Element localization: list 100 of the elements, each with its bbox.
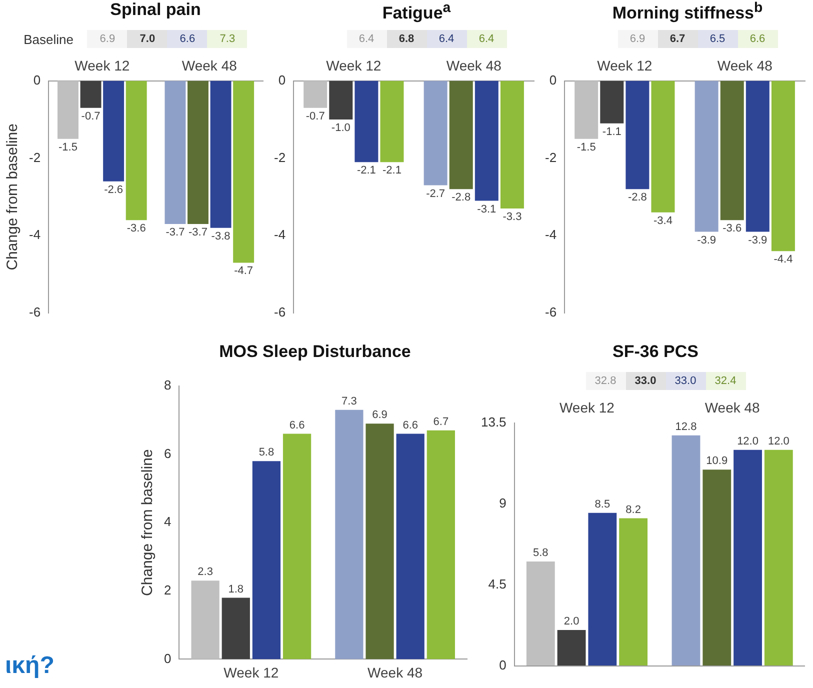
y-tick-label: -2 [274, 150, 286, 165]
bar [672, 435, 700, 666]
data-label: 12.0 [768, 435, 790, 448]
bar [734, 450, 762, 666]
bar [526, 562, 555, 666]
text: Baseline [24, 32, 74, 46]
data-label: 8.2 [626, 504, 641, 516]
bar [588, 512, 617, 666]
data-label: -3.6 [126, 222, 146, 235]
bar [702, 470, 732, 666]
text: 33.0 [666, 372, 706, 390]
data-label: 5.8 [533, 547, 548, 560]
y-tick-label: -2 [28, 150, 41, 165]
x-tick-label: Week 12 [74, 57, 130, 74]
text: 6.9 [87, 30, 128, 48]
x-tick-label: Week 12 [224, 664, 279, 680]
data-label: -4.7 [234, 265, 254, 278]
data-label: -3.1 [477, 203, 496, 216]
data-label: -3.8 [211, 230, 230, 242]
bar [222, 598, 250, 660]
data-label: 6.9 [372, 409, 388, 422]
x-tick-label: Week 12 [597, 57, 652, 74]
data-label: -1.5 [58, 141, 78, 154]
text: 6.6 [738, 30, 778, 48]
data-label: 12.0 [737, 435, 758, 448]
x-tick-label: Week 48 [704, 399, 760, 416]
text: 6.5 [698, 30, 738, 48]
data-label: -2.1 [382, 164, 402, 177]
text: 6.4 [346, 30, 386, 48]
x-tick-label: Week 48 [182, 57, 238, 74]
y-tick-label: 0 [278, 72, 286, 88]
data-label: -0.7 [81, 110, 100, 122]
data-label: -4.4 [774, 254, 793, 266]
y-tick-label: 4 [164, 514, 172, 530]
y-tick-label: 6 [164, 446, 172, 461]
y-tick-label: -4 [28, 227, 41, 242]
x-tick-label: Week 12 [326, 57, 382, 74]
y-tick-label: -4 [544, 227, 557, 242]
text: 6.6 [167, 30, 208, 48]
y-tick-label: -4 [274, 227, 286, 242]
bar [764, 450, 793, 666]
data-label: -3.7 [166, 226, 185, 239]
data-label: -3.6 [722, 222, 742, 235]
data-label: 2.0 [564, 616, 580, 628]
y-tick-label: 0 [549, 72, 557, 88]
data-label: -1.1 [602, 126, 622, 138]
data-label: 5.8 [258, 446, 274, 459]
y-axis-title: Change from baseline [4, 124, 22, 270]
text: ική? [5, 652, 54, 680]
data-label: 12.8 [675, 420, 697, 433]
data-label: 7.3 [342, 395, 357, 408]
y-tick-label: -6 [544, 304, 557, 320]
bar [619, 518, 648, 666]
data-label: -2.1 [356, 164, 376, 177]
text: 32.8 [586, 372, 626, 390]
data-label: -2.8 [628, 192, 647, 204]
data-label: 6.6 [289, 419, 305, 432]
y-tick-label: -6 [274, 304, 286, 320]
data-label: -3.4 [654, 214, 672, 227]
bar [366, 424, 394, 660]
data-label: 1.8 [228, 583, 244, 596]
bar [426, 430, 455, 660]
y-tick-label: -6 [28, 304, 41, 320]
chart-title: Spinal pain [109, 0, 202, 21]
data-label: -2.7 [426, 188, 446, 200]
y-tick-label: 9 [499, 495, 506, 510]
y-tick-label: 4.5 [488, 576, 506, 592]
chart-title: Morning stiffness$^{b}$ [611, 0, 764, 25]
y-tick-label: 0 [499, 658, 506, 673]
y-tick-label: 0 [33, 72, 41, 88]
data-label: -3.3 [502, 211, 522, 224]
data-label: 8.5 [594, 498, 610, 510]
x-tick-label: Week 48 [446, 57, 502, 74]
data-label: 6.6 [402, 419, 418, 432]
bar [557, 630, 586, 666]
y-tick-label: 8 [164, 378, 172, 393]
bar [396, 434, 424, 660]
chart-title: MOS Sleep Disturbance [218, 342, 412, 363]
y-tick-label: 13.5 [480, 414, 506, 430]
data-label: -3.7 [188, 226, 208, 239]
text: 6.7 [658, 30, 698, 48]
bar [252, 461, 281, 660]
chart-title: Fatigue$^{a}$ [381, 0, 452, 25]
x-tick-label: Week 48 [368, 664, 423, 680]
text: 6.4 [466, 30, 506, 48]
text: 6.8 [386, 30, 426, 48]
data-label: -3.9 [697, 234, 716, 246]
text: 32.4 [706, 372, 746, 390]
data-label: 2.3 [198, 566, 213, 578]
bar [282, 434, 312, 660]
bar [191, 580, 220, 660]
data-label: -2.8 [452, 192, 471, 204]
data-label: 10.9 [706, 455, 728, 468]
bar [335, 410, 364, 660]
chart-title: SF-36 PCS [612, 342, 700, 363]
text: 6.4 [426, 30, 466, 48]
data-label: 6.7 [433, 416, 449, 428]
text: 7.0 [127, 30, 168, 48]
text: 33.0 [626, 372, 666, 390]
x-tick-label: Week 12 [559, 399, 615, 416]
